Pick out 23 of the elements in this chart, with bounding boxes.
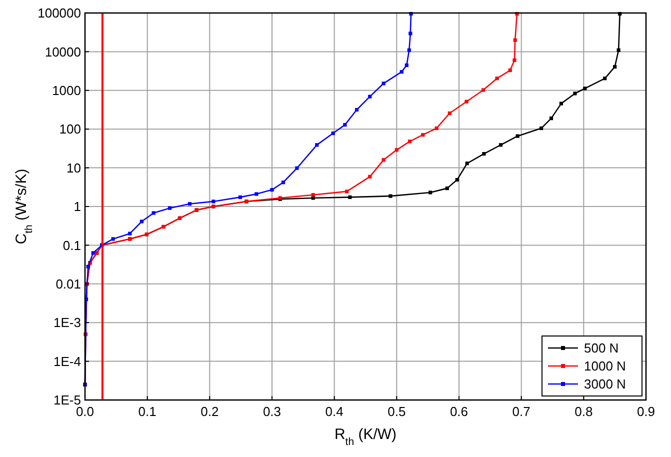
y-tick-label: 100000 xyxy=(38,6,81,21)
y-tick-label: 10000 xyxy=(44,44,81,60)
x-tick-label: 0.5 xyxy=(388,404,406,419)
x-tick-label: 0.3 xyxy=(262,404,282,419)
x-tick-label: 0.8 xyxy=(574,404,593,419)
y-tick-label: 1 xyxy=(74,199,81,214)
legend-label: 1000 N xyxy=(584,358,626,374)
x-tick-label: 0.9 xyxy=(636,404,656,419)
x-tick-label: 0.7 xyxy=(512,404,530,419)
x-tick-label: 0.4 xyxy=(325,404,344,419)
x-tick-label: 0.6 xyxy=(450,404,468,419)
y-tick-label: 10 xyxy=(66,160,81,176)
y-tick-label: 1000 xyxy=(52,82,81,98)
x-tick-label: 0.1 xyxy=(138,404,156,419)
y-tick-label: 1E-3 xyxy=(54,315,81,330)
y-tick-label: 100 xyxy=(59,122,81,137)
y-tick-label: 0.01 xyxy=(56,276,81,292)
x-axis-title: R$_{th}$ (K/W) xyxy=(334,426,397,448)
legend-label: 3000 N xyxy=(584,376,626,392)
x-tick-label: 0.2 xyxy=(200,404,219,419)
legend-label: 500 N xyxy=(584,340,619,356)
y-tick-label: 0.1 xyxy=(62,238,81,253)
y-tick-label: 1E-4 xyxy=(54,354,81,369)
